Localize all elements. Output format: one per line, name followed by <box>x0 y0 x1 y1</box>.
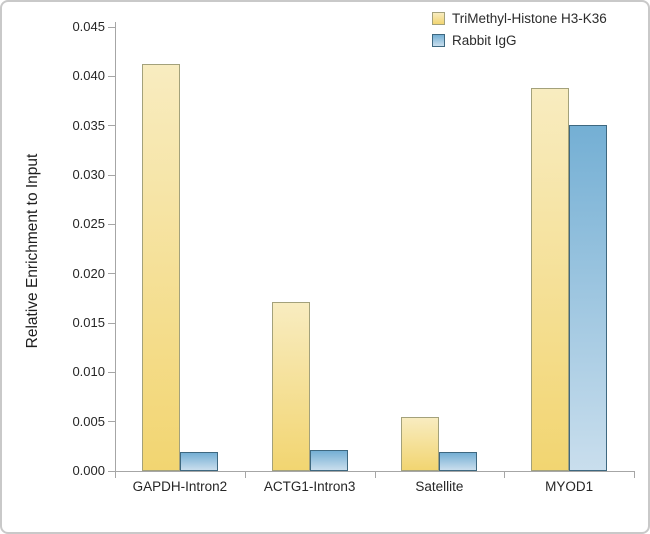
y-tick <box>108 174 115 176</box>
y-axis-title: Relative Enrichment to Input <box>24 153 41 349</box>
y-tick <box>108 26 115 28</box>
x-category-label: MYOD1 <box>545 479 594 494</box>
y-tick-label: 0.005 <box>72 413 105 429</box>
bar-rabbit-igg-satellite <box>439 452 478 471</box>
y-axis-line <box>115 22 117 472</box>
legend-label: Rabbit IgG <box>452 33 517 48</box>
x-tick <box>634 471 635 478</box>
x-tick <box>504 471 506 478</box>
y-tick-label: 0.045 <box>72 19 105 34</box>
legend-swatch-icon <box>432 34 445 47</box>
y-tick <box>108 125 115 127</box>
y-tick <box>108 322 115 324</box>
y-tick-label: 0.000 <box>72 463 105 478</box>
bar-trimethyl-histone-h3-k36-satellite <box>401 416 440 471</box>
legend-item: TriMethyl-Histone H3-K36 <box>432 11 607 26</box>
x-category-label: Satellite <box>415 479 464 494</box>
y-tick-label: 0.015 <box>72 315 105 330</box>
legend-item: Rabbit IgG <box>432 33 607 48</box>
chart-legend: TriMethyl-Histone H3-K36 Rabbit IgG <box>432 11 607 55</box>
bar-trimethyl-histone-h3-k36-actg1-intron3 <box>271 302 310 471</box>
legend-swatch-icon <box>432 12 445 25</box>
y-tick <box>108 273 115 275</box>
y-tick-label: 0.035 <box>72 117 105 133</box>
y-tick-label: 0.040 <box>72 68 105 84</box>
y-tick <box>108 470 115 472</box>
x-tick <box>244 471 246 478</box>
bar-rabbit-igg-gapdh-intron2 <box>179 452 218 471</box>
y-tick-label: 0.020 <box>72 265 105 281</box>
y-tick-label: 0.010 <box>72 364 105 380</box>
y-tick <box>108 75 115 77</box>
legend-label: TriMethyl-Histone H3-K36 <box>452 11 607 26</box>
bar-rabbit-igg-actg1-intron3 <box>309 450 348 471</box>
x-category-label: ACTG1-Intron3 <box>263 479 356 494</box>
x-category-label: GAPDH-Intron2 <box>132 479 228 494</box>
bar-rabbit-igg-myod1 <box>569 124 608 471</box>
bar-trimethyl-histone-h3-k36-myod1 <box>531 88 570 471</box>
x-tick <box>115 471 116 478</box>
bar-trimethyl-histone-h3-k36-gapdh-intron2 <box>141 63 180 471</box>
y-tick <box>108 223 115 225</box>
x-tick <box>374 471 376 478</box>
y-tick-label: 0.030 <box>72 167 105 182</box>
y-tick <box>108 371 115 373</box>
y-tick <box>108 421 115 423</box>
y-tick-label: 0.025 <box>72 216 105 232</box>
